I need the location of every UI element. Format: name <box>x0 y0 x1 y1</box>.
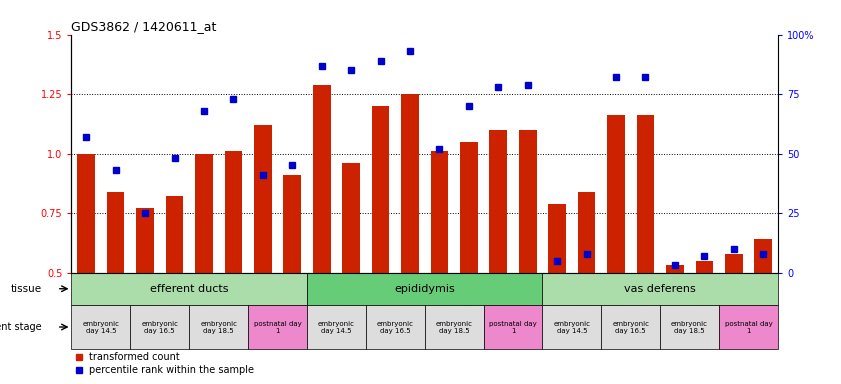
Text: postnatal day
1: postnatal day 1 <box>254 321 301 334</box>
Bar <box>542 273 778 305</box>
Bar <box>342 163 360 273</box>
Bar <box>307 273 542 305</box>
Bar <box>431 151 448 273</box>
Bar <box>189 305 248 349</box>
Text: embryonic
day 16.5: embryonic day 16.5 <box>612 321 649 334</box>
Bar <box>130 305 189 349</box>
Bar <box>107 192 124 273</box>
Bar <box>548 204 566 273</box>
Bar <box>754 239 772 273</box>
Bar <box>77 154 95 273</box>
Text: vas deferens: vas deferens <box>624 284 696 294</box>
Bar <box>401 94 419 273</box>
Bar <box>489 130 507 273</box>
Text: embryonic
day 14.5: embryonic day 14.5 <box>318 321 355 334</box>
Text: development stage: development stage <box>0 322 42 332</box>
Bar <box>637 116 654 273</box>
Bar <box>372 106 389 273</box>
Text: transformed count: transformed count <box>89 352 180 362</box>
Text: embryonic
day 18.5: embryonic day 18.5 <box>671 321 708 334</box>
Text: embryonic
day 18.5: embryonic day 18.5 <box>436 321 473 334</box>
Bar <box>307 305 366 349</box>
Text: embryonic
day 16.5: embryonic day 16.5 <box>141 321 178 334</box>
Text: efferent ducts: efferent ducts <box>150 284 229 294</box>
Bar <box>484 305 542 349</box>
Text: embryonic
day 16.5: embryonic day 16.5 <box>377 321 414 334</box>
Text: GDS3862 / 1420611_at: GDS3862 / 1420611_at <box>71 20 217 33</box>
Bar <box>71 273 307 305</box>
Bar <box>313 84 331 273</box>
Bar <box>666 265 684 273</box>
Text: embryonic
day 14.5: embryonic day 14.5 <box>82 321 119 334</box>
Bar <box>248 305 307 349</box>
Bar <box>719 305 778 349</box>
Bar <box>283 175 301 273</box>
Bar <box>195 154 213 273</box>
Bar <box>725 253 743 273</box>
Bar <box>225 151 242 273</box>
Bar <box>607 116 625 273</box>
Bar <box>578 192 595 273</box>
Text: postnatal day
1: postnatal day 1 <box>725 321 772 334</box>
Bar <box>425 305 484 349</box>
Text: embryonic
day 14.5: embryonic day 14.5 <box>553 321 590 334</box>
Bar <box>601 305 660 349</box>
Text: percentile rank within the sample: percentile rank within the sample <box>89 365 254 375</box>
Bar <box>136 209 154 273</box>
Bar <box>71 305 130 349</box>
Text: tissue: tissue <box>11 284 42 294</box>
Text: postnatal day
1: postnatal day 1 <box>489 321 537 334</box>
Bar <box>166 197 183 273</box>
Bar <box>696 261 713 273</box>
Bar <box>254 125 272 273</box>
Text: epididymis: epididymis <box>394 284 455 294</box>
Text: embryonic
day 18.5: embryonic day 18.5 <box>200 321 237 334</box>
Bar <box>660 305 719 349</box>
Bar <box>542 305 601 349</box>
Bar <box>460 142 478 273</box>
Bar <box>519 130 537 273</box>
Bar <box>366 305 425 349</box>
